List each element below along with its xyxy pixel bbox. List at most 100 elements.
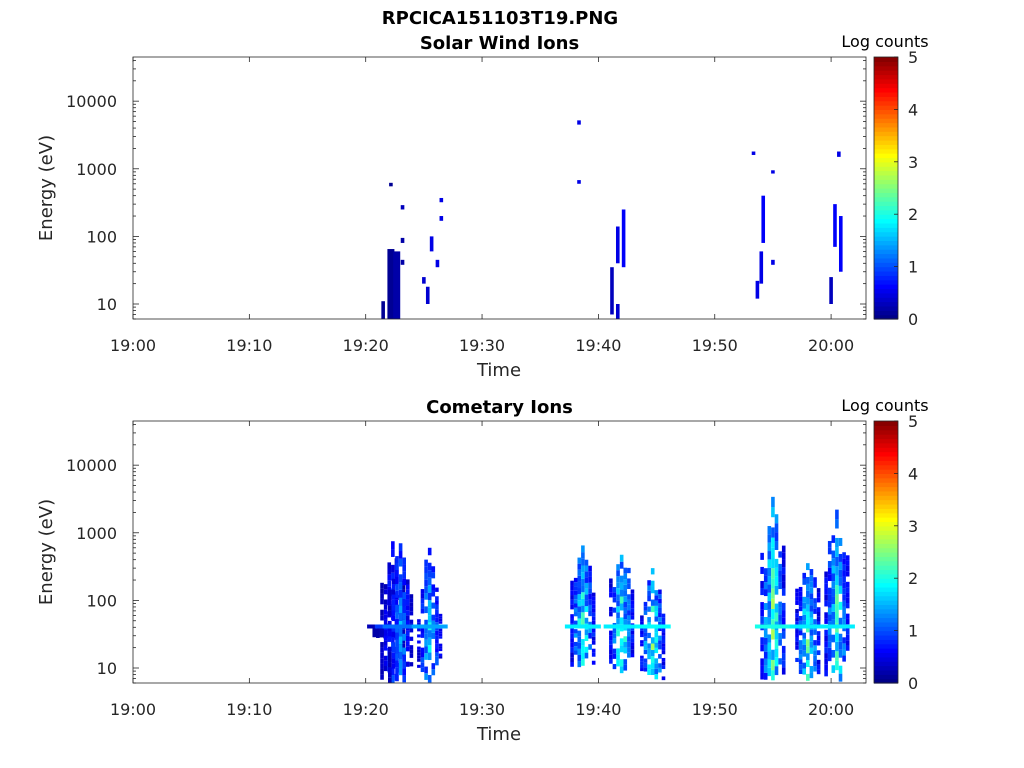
heatmap-cell: [763, 616, 768, 624]
heatmap-cell: [763, 603, 768, 611]
heatmap-cell: [387, 249, 395, 319]
heatmap-cell: [795, 613, 799, 618]
colorbar-segment: [874, 595, 898, 601]
heatmap-cell: [435, 596, 439, 601]
heatmap-cell: [417, 646, 421, 650]
heatmap-cell: [380, 652, 384, 659]
heatmap-cell: [824, 658, 828, 665]
heatmap-cell: [388, 662, 392, 668]
x-axis-label: Time: [476, 360, 521, 381]
x-tick-label: 19:40: [575, 336, 621, 355]
heatmap-cell: [438, 643, 443, 647]
colorbar-segment: [874, 113, 898, 119]
heatmap-cell: [767, 542, 772, 552]
heatmap-cell: [577, 120, 581, 125]
heatmap-cell: [577, 594, 582, 601]
heatmap-cell: [420, 598, 425, 604]
heatmap-cell: [612, 653, 617, 659]
heatmap-cell: [802, 578, 807, 585]
heatmap-cell: [640, 627, 644, 631]
heatmap-cell: [763, 575, 768, 583]
heatmap-cell: [573, 599, 578, 604]
heatmap-cell: [806, 660, 810, 667]
heatmap-cell: [402, 661, 407, 669]
heatmap-cell: [623, 647, 628, 654]
heatmap-cell: [845, 597, 850, 604]
heatmap-cell: [609, 587, 613, 593]
heatmap-cell: [570, 585, 574, 591]
heatmap-cell: [661, 639, 666, 644]
heatmap-cell: [838, 577, 843, 586]
heatmap-cell: [383, 635, 388, 641]
heatmap-cell: [402, 654, 407, 662]
heatmap-cell: [650, 643, 655, 650]
heatmap-cell: [591, 648, 596, 653]
colorbar-segment: [874, 517, 898, 523]
heatmap-cell: [395, 625, 399, 633]
heatmap-cell: [763, 644, 768, 652]
heatmap-cell: [609, 583, 613, 588]
heatmap-cell: [813, 619, 817, 625]
heatmap-cell: [763, 665, 768, 673]
heatmap-cell: [842, 570, 846, 577]
colorbar-segment: [874, 231, 898, 237]
heatmap-cell: [845, 603, 850, 609]
heatmap-cell: [774, 567, 779, 577]
colorbar-segment: [874, 608, 898, 614]
heatmap-cell: [409, 606, 414, 612]
heatmap-cell: [798, 630, 803, 636]
colorbar-segment: [874, 174, 898, 180]
heatmap-cell: [816, 607, 821, 613]
heatmap-cell: [435, 639, 439, 644]
heatmap-cell: [781, 559, 786, 568]
heatmap-cell: [420, 632, 425, 638]
heatmap-cell: [824, 670, 828, 677]
heatmap-cell: [395, 674, 399, 682]
heatmap-cell: [402, 675, 407, 683]
heatmap-cell: [809, 605, 814, 612]
heatmap-cell: [577, 606, 582, 613]
heatmap-cell: [417, 658, 421, 662]
heatmap-cell: [650, 656, 655, 663]
colorbar-segment: [874, 270, 898, 276]
heatmap-cell: [376, 634, 380, 637]
heatmap-cell: [798, 669, 803, 675]
heatmap-cell: [816, 659, 821, 665]
heatmap-cell: [581, 545, 585, 553]
heatmap-cell: [654, 626, 659, 633]
heatmap-cell: [383, 614, 388, 620]
colorbar-segment: [874, 525, 898, 531]
heatmap-cell: [372, 629, 377, 632]
heatmap-cell: [630, 597, 635, 601]
heatmap-cell: [391, 605, 396, 611]
heatmap-cell: [398, 582, 403, 590]
heatmap-cell: [435, 609, 439, 614]
heatmap-cell: [816, 592, 821, 598]
heatmap-cell: [760, 602, 764, 610]
heatmap-cell: [816, 669, 821, 675]
heatmap-cell: [623, 573, 628, 580]
heatmap-cell: [824, 600, 828, 607]
colorbar-segment: [874, 578, 898, 584]
heatmap-cell: [623, 613, 628, 620]
heatmap-cell: [835, 547, 839, 557]
heatmap-cell: [573, 586, 578, 591]
heatmap-cell: [435, 635, 439, 640]
heatmap-cell: [577, 636, 582, 643]
heatmap-cell: [395, 604, 399, 612]
heatmap-cell: [813, 608, 817, 614]
heatmap-cell: [391, 642, 396, 648]
heatmap-cell: [439, 197, 444, 203]
colorbar-segment: [874, 70, 898, 76]
heatmap-cell: [643, 636, 648, 642]
heatmap-cell: [427, 652, 432, 661]
colorbar-tick-label: 4: [908, 100, 918, 119]
heatmap-cell: [627, 620, 631, 626]
heatmap-cell: [380, 658, 384, 664]
heatmap-cell: [402, 578, 407, 586]
heatmap-cell: [627, 631, 631, 637]
heatmap-cell: [391, 667, 395, 676]
heatmap-cell: [640, 655, 644, 659]
heatmap-cell: [427, 645, 432, 653]
